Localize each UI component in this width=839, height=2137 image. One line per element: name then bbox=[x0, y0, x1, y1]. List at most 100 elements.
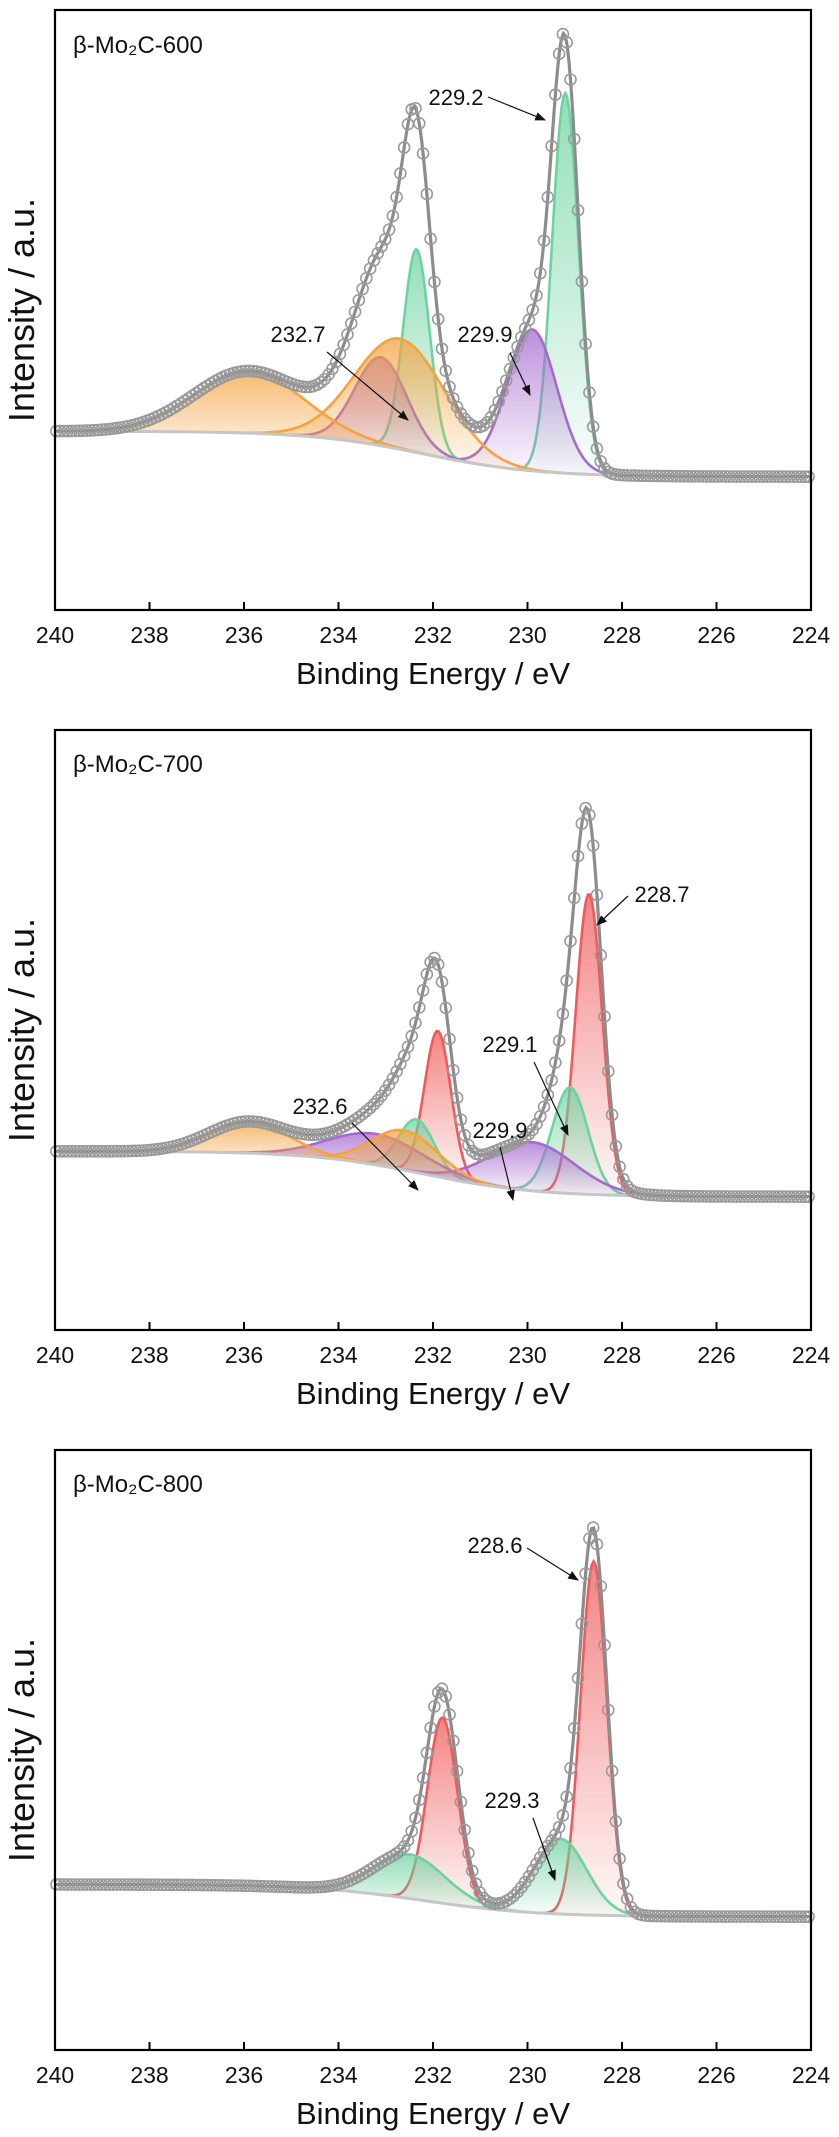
panel-800-data-point bbox=[567, 1721, 581, 1735]
panel-800-curves bbox=[50, 1521, 815, 1923]
panel-600-data-point bbox=[439, 364, 453, 378]
panel-800-x-tick-label: 230 bbox=[508, 2062, 546, 2088]
panel-700-data-point bbox=[424, 955, 437, 969]
panel-700-data-point bbox=[412, 1001, 426, 1014]
panel-800-data-point bbox=[586, 1521, 600, 1534]
panel-800-x-tick-label: 228 bbox=[603, 2062, 641, 2088]
panel-600-x-axis-label: Binding Energy / eV bbox=[296, 656, 570, 691]
panel-800-data-point bbox=[564, 1761, 577, 1775]
panel-600-arrow-232.7 bbox=[326, 351, 409, 421]
panel-600-data-point bbox=[363, 262, 377, 276]
panel-600-data-point bbox=[499, 374, 513, 387]
panel-800-data-point bbox=[420, 1746, 434, 1760]
panel-700-x-tick-label: 226 bbox=[697, 1342, 735, 1368]
panel-700-annotations: 228.7 229.1 232.6 229.9 bbox=[292, 882, 690, 1202]
panel-800-data-point bbox=[488, 1897, 502, 1910]
panel-600-x-tick-label: 240 bbox=[36, 622, 74, 648]
panel-800-data-point bbox=[507, 1889, 521, 1903]
panel-600-data-point bbox=[469, 420, 483, 434]
panel-800-arrow-228.6 bbox=[526, 1547, 579, 1581]
panel-700-data-point bbox=[450, 1091, 464, 1105]
panel-800-data-point bbox=[522, 1870, 536, 1883]
panel-800-data-point bbox=[412, 1793, 426, 1807]
panel-600-data-point bbox=[496, 385, 509, 398]
panel-600-arrow-229.9 bbox=[509, 352, 531, 396]
panel-600-data-point bbox=[503, 362, 517, 376]
panel-800: 240 238 236 234 232 230 228 226 224 β-Mo₂C-800 B… bbox=[1, 1448, 831, 2131]
panel-800-data-point bbox=[556, 1809, 570, 1822]
panel-600-data-point bbox=[545, 139, 558, 153]
panel-700-data-point bbox=[579, 801, 592, 815]
panel-700-component-fill-232.6 bbox=[266, 1129, 543, 1192]
panel-600-x-tick-label: 228 bbox=[603, 622, 641, 648]
panel-800-data-point bbox=[435, 1682, 449, 1695]
panel-700-data-point bbox=[435, 975, 449, 989]
panel-700: 240 238 236 234 232 230 228 226 224 β-Mo₂C-700 B… bbox=[1, 728, 831, 1411]
panel-800-data-point bbox=[503, 1892, 517, 1906]
panel-800-component-fill-228.6 bbox=[538, 1561, 649, 1917]
panel-600-data-point bbox=[375, 240, 388, 253]
panel-600-data-point bbox=[326, 362, 339, 376]
panel-700-data-point bbox=[522, 1127, 536, 1141]
panel-800-data-point bbox=[397, 1840, 411, 1853]
panel-600-x-tick-label: 230 bbox=[508, 622, 546, 648]
panel-700-arrow-229.1 bbox=[533, 1061, 569, 1136]
panel-700-component-fill-231.9 bbox=[383, 1031, 492, 1187]
panel-700-x-tick-label: 224 bbox=[792, 1342, 831, 1368]
panel-600-data-point bbox=[567, 132, 581, 146]
panel-800-data-point bbox=[458, 1823, 471, 1837]
panel-600-component-fill-229.2 bbox=[510, 93, 621, 476]
panel-600-data-point bbox=[458, 412, 471, 426]
panel-800-data-point bbox=[549, 1828, 562, 1842]
panel-800-data-point bbox=[794, 1910, 808, 1923]
panel-700-data-point bbox=[447, 1063, 460, 1077]
panel-600-data-point bbox=[382, 223, 396, 236]
panel-800-data-point bbox=[802, 1910, 815, 1923]
panel-600-data-point bbox=[594, 455, 608, 468]
panel-600-data-point bbox=[348, 305, 362, 319]
panel-600-data-point bbox=[371, 246, 385, 260]
panel-700-data-point bbox=[394, 1057, 407, 1071]
panel-800-data-point bbox=[579, 1567, 592, 1580]
panel-800-component-fill-232.5 bbox=[261, 1854, 558, 1914]
panel-800-x-tick-label: 224 bbox=[792, 2062, 831, 2088]
panel-700-x-tick-label: 234 bbox=[319, 1342, 358, 1368]
panel-600-x-tick-label: 232 bbox=[414, 622, 452, 648]
panel-600-x-tick-label: 226 bbox=[697, 622, 735, 648]
panel-600-data-point bbox=[526, 303, 539, 317]
panel-800-x-tick-label: 232 bbox=[414, 2062, 452, 2088]
panel-600-data-point bbox=[484, 410, 498, 424]
panel-700-data-point bbox=[564, 934, 577, 948]
panel-700-label-229.1: 229.1 bbox=[482, 1032, 537, 1057]
panel-700-x-tick-label: 232 bbox=[414, 1342, 452, 1368]
panel-700-x-ticks: 240 238 236 234 232 230 228 226 224 bbox=[36, 1322, 831, 1368]
panel-600: 240 238 236 234 232 230 228 226 224 β-Mo₂C-600 B… bbox=[1, 8, 830, 691]
panel-600-data-point bbox=[397, 141, 411, 154]
panel-600-data-point bbox=[386, 209, 400, 223]
panel-700-data-point bbox=[583, 808, 596, 822]
panel-700-data-point bbox=[360, 1104, 373, 1118]
panel-700-data-point bbox=[556, 1007, 570, 1021]
panel-800-data-point bbox=[526, 1863, 539, 1877]
panel-600-data-point bbox=[314, 376, 328, 389]
panel-800-data-point bbox=[609, 1815, 623, 1828]
panel-800-data-point bbox=[613, 1852, 626, 1865]
panel-700-data-point bbox=[431, 958, 445, 971]
panel-600-data-point bbox=[424, 232, 437, 246]
panel-700-data-point bbox=[390, 1065, 403, 1078]
panel-700-data-point bbox=[541, 1088, 555, 1102]
panel-800-data-point bbox=[462, 1846, 475, 1860]
panel-800-annotations: 228.6 229.3 bbox=[467, 1533, 579, 1882]
panel-800-data-point bbox=[598, 1638, 611, 1652]
panel-700-data-point bbox=[575, 817, 589, 830]
panel-700-data-point bbox=[428, 951, 441, 965]
panel-800-x-tick-label: 240 bbox=[36, 2062, 74, 2088]
panel-600-data-point bbox=[344, 317, 358, 330]
panel-700-data-point bbox=[605, 1108, 619, 1122]
panel-600-data-point bbox=[533, 266, 547, 280]
panel-800-data-point bbox=[428, 1700, 441, 1713]
panel-700-data-point bbox=[518, 1131, 532, 1144]
panel-700-arrow-228.7 bbox=[596, 895, 629, 926]
panel-800-data-point bbox=[552, 1820, 566, 1834]
panel-700-data-point bbox=[590, 888, 604, 902]
